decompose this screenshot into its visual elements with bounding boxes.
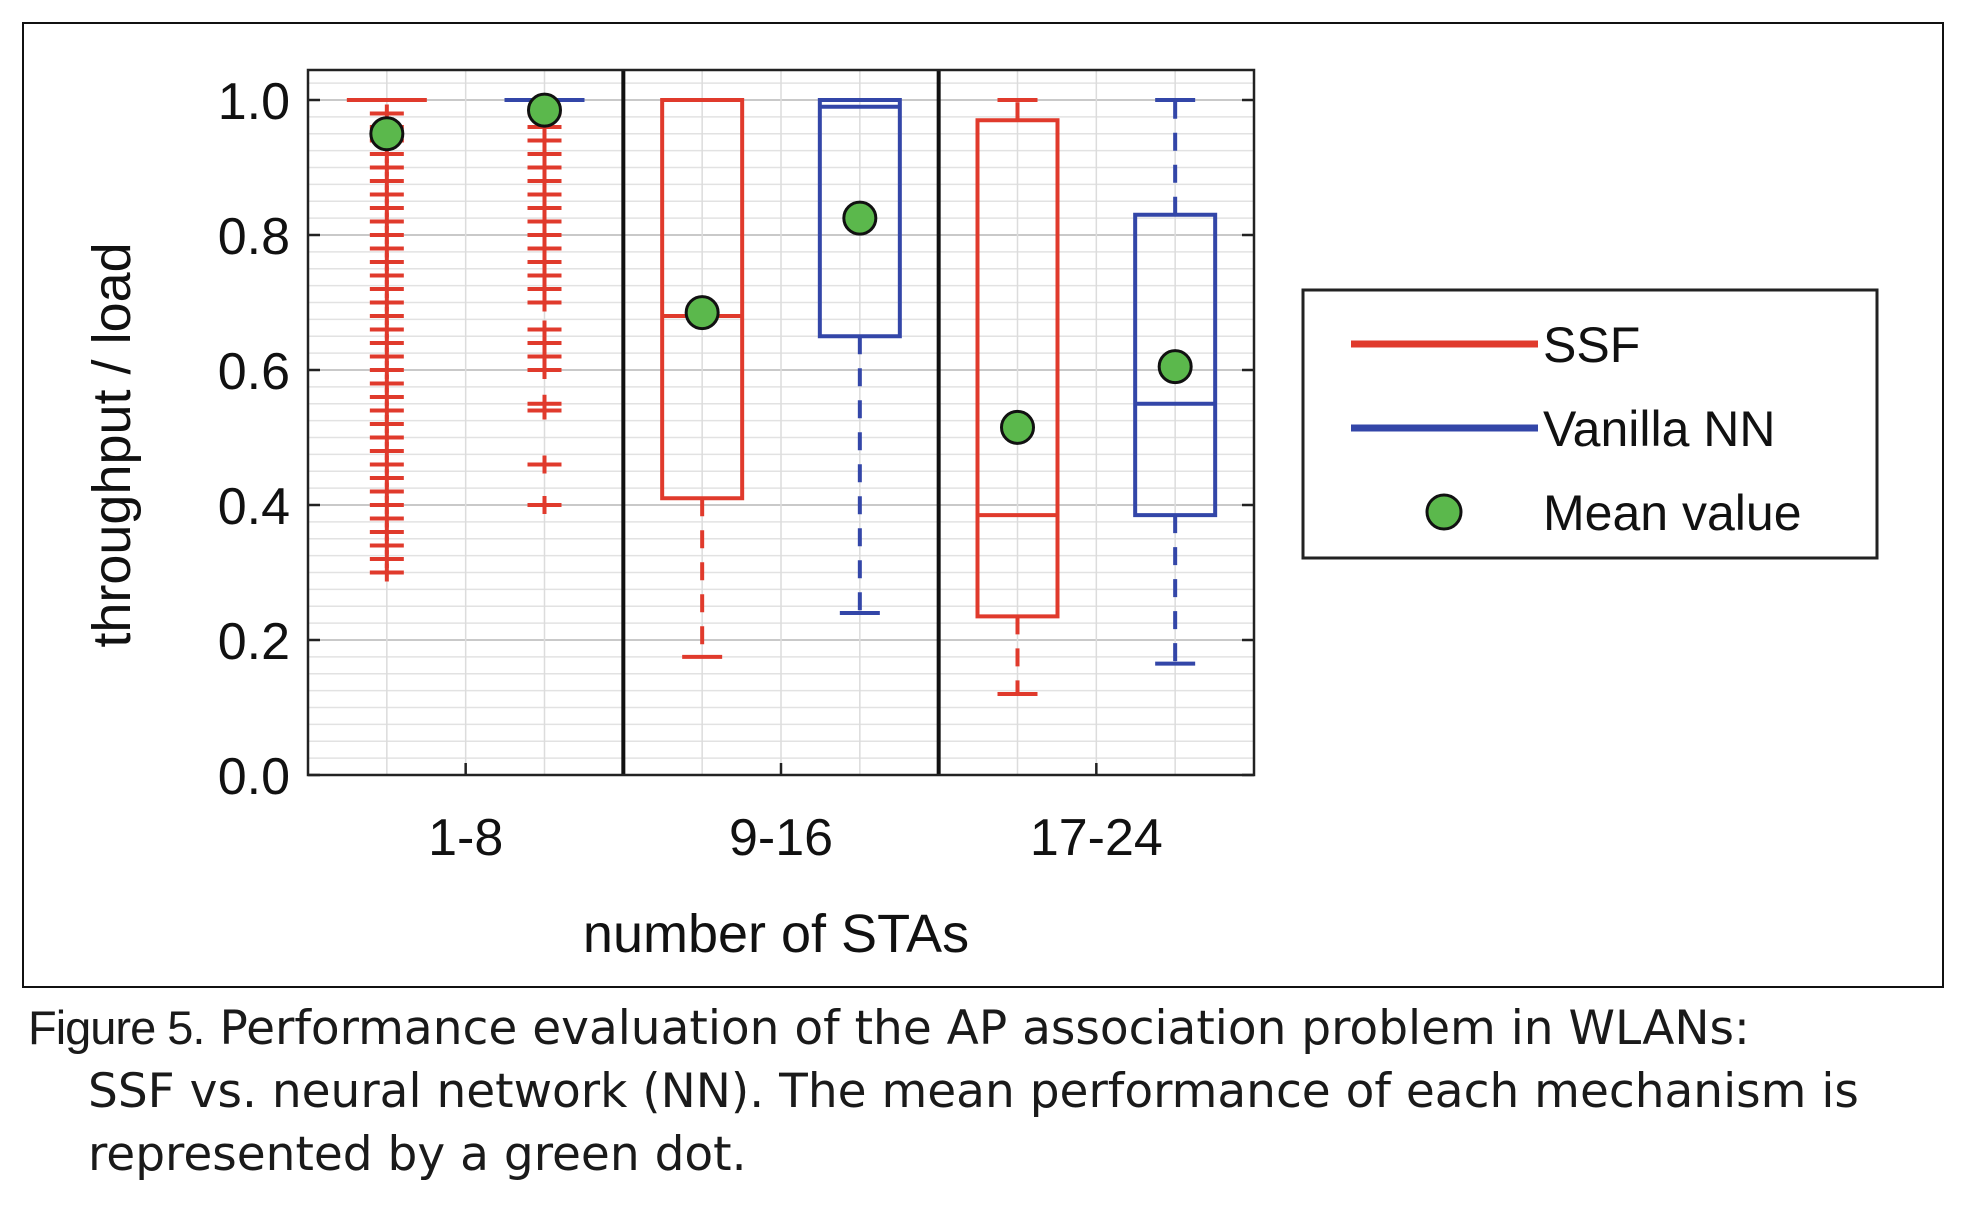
x-tick-label: 9-16 <box>729 809 833 867</box>
plot-layer <box>346 92 1218 696</box>
y-tick-label: 0.4 <box>218 478 290 536</box>
mean-dot <box>369 116 405 152</box>
mean-dot <box>527 92 562 128</box>
legend-label-2: Mean value <box>1543 485 1802 541</box>
boxplot-chart: 0.0 0.2 0.4 0.6 0.8 1.0 1-8 9-16 17-24 throughpu… <box>82 68 1879 964</box>
mean-dot <box>684 295 720 331</box>
mean-dot <box>1157 349 1193 385</box>
legend-box <box>1301 288 1879 560</box>
y-tick-label: 0.6 <box>218 343 290 401</box>
y-tick-label: 0.8 <box>218 208 290 266</box>
x-tick-label: 1-8 <box>428 809 503 867</box>
caption-line-1: Figure 5. Performance evaluation of the … <box>28 996 1938 1060</box>
legend-mean-swatch <box>1425 493 1463 531</box>
axis-layer: 0.0 0.2 0.4 0.6 0.8 1.0 1-8 9-16 17-24 <box>218 68 1256 867</box>
caption-first-line-text: Performance evaluation of the AP associa… <box>219 1001 1750 1056</box>
grid-layer <box>308 70 1254 776</box>
caption-remaining-text: SSF vs. neural network (NN). The mean pe… <box>88 1064 1859 1182</box>
mean-dot <box>842 200 878 236</box>
x-axis-label: number of STAs <box>583 904 969 964</box>
legend-label-0: SSF <box>1543 317 1640 373</box>
x-tick-label: 17-24 <box>1030 809 1163 867</box>
mean-dot <box>1000 409 1035 445</box>
caption-figure-label: Figure 5. <box>28 1001 205 1054</box>
y-tick-label: 0.0 <box>218 748 290 806</box>
figure-caption: Figure 5. Performance evaluation of the … <box>28 996 1938 1186</box>
y-tick-label: 1.0 <box>218 73 290 131</box>
y-tick-label: 0.2 <box>218 613 290 671</box>
y-axis-label: throughput / load <box>82 242 142 647</box>
legend-label-1: Vanilla NN <box>1543 401 1776 457</box>
legend: SSF Vanilla NN Mean value <box>1301 288 1879 560</box>
